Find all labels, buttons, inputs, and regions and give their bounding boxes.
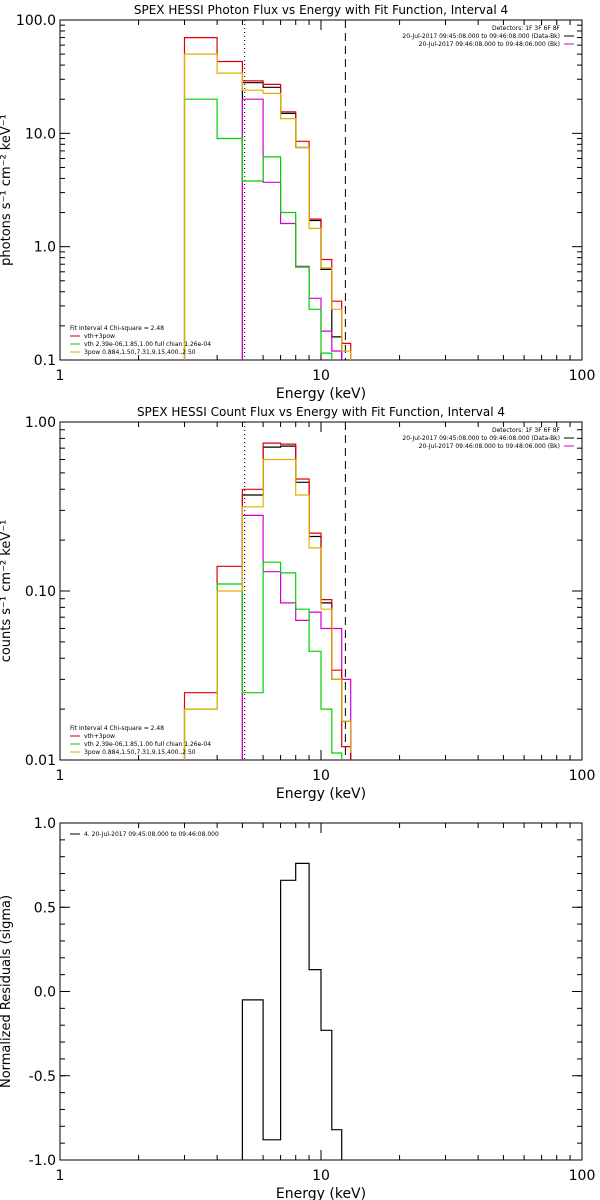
legend-fit-header: Fit Interval 4 Chi-square = 2.48 <box>70 325 164 332</box>
y-tick-label: 0.10 <box>25 584 56 600</box>
series-line-3pow <box>183 458 352 760</box>
legend-topright-line: Detectors: 1F 3F 6F 8F <box>492 427 561 434</box>
y-tick-label: 1.0 <box>34 240 56 256</box>
y-axis-label: Normalized Residuals (sigma) <box>0 895 14 1088</box>
legend-entry-label: vth+3pow <box>84 333 115 340</box>
y-tick-label: 0.1 <box>34 353 56 369</box>
y-tick-label: 1.00 <box>25 415 56 431</box>
y-tick-label: 0.01 <box>25 753 56 769</box>
legend-topright-line: 20-Jul-2017 09:45:08.000 to 09:46:08.000… <box>402 33 560 40</box>
legend-entry-label: vth 2.39e-06,1.85,1.00 full chian 1.26e-… <box>84 741 211 748</box>
x-tick-label: 100 <box>569 368 596 384</box>
x-tick-label: 10 <box>312 1168 330 1184</box>
legend-entry-label: 3pow 0.884,1.50,7.31,9.15,400.,2.50 <box>84 349 196 356</box>
series-line-vth <box>183 98 333 360</box>
chart-title: SPEX HESSI Count Flux vs Energy with Fit… <box>137 405 505 419</box>
x-tick-label: 10 <box>312 368 330 384</box>
legend-fit-header: Fit Interval 4 Chi-square = 2.48 <box>70 725 164 732</box>
series-line-vth <box>183 561 343 760</box>
legend-topright-line: 20-Jul-2017 09:46:08.000 to 09:48:06.000… <box>419 41 560 48</box>
panel-3: 1 10 100 Energy (keV) -1.0 -0.5 0.0 0.5 1.0 Norma… <box>0 816 595 1200</box>
series-line-3pow <box>183 53 352 360</box>
series-line-residuals <box>241 862 343 1160</box>
x-axis-label: Energy (keV) <box>276 786 366 802</box>
y-tick-label: 1.0 <box>34 816 56 832</box>
y-tick-label: -1.0 <box>29 1153 56 1169</box>
legend-entry-label: 4. 20-Jul-2017 09:45:08.000 to 09:46:08.… <box>84 831 219 838</box>
x-tick-label: 100 <box>569 1168 596 1184</box>
x-tick-label: 1 <box>56 1168 65 1184</box>
legend-topright-line: Detectors: 1F 3F 6F 8F <box>492 25 561 32</box>
x-axis-label: Energy (keV) <box>276 1186 366 1200</box>
legend-entry-label: vth 2.39e-06,1.85,1.00 full chian 1.26e-… <box>84 341 211 348</box>
legend-topright-line: 20-Jul-2017 09:46:08.000 to 09:48:06.000… <box>419 443 560 450</box>
y-tick-label: 10.0 <box>25 126 56 142</box>
chart-title: SPEX HESSI Photon Flux vs Energy with Fi… <box>134 3 508 17</box>
x-tick-label: 1 <box>56 768 65 784</box>
panel-2: SPEX HESSI Count Flux vs Energy with Fit… <box>0 405 595 802</box>
legend-entry-label: vth+3pow <box>84 733 115 740</box>
y-axis-label: photons s⁻¹ cm⁻² keV⁻¹ <box>0 114 14 266</box>
y-tick-label: 0.5 <box>34 900 56 916</box>
x-tick-label: 100 <box>569 768 596 784</box>
legend-topright-line: 20-Jul-2017 09:45:08.000 to 09:46:08.000… <box>402 435 560 442</box>
x-tick-label: 10 <box>312 768 330 784</box>
legend-entry-label: 3pow 0.884,1.50,7.31,9.15,400.,2.50 <box>84 749 196 756</box>
panel-1: SPEX HESSI Photon Flux vs Energy with Fi… <box>0 3 595 402</box>
series-line-bk <box>241 98 343 360</box>
x-axis-label: Energy (keV) <box>276 386 366 402</box>
y-tick-label: 0.0 <box>34 985 56 1001</box>
x-tick-label: 1 <box>56 368 65 384</box>
y-axis-label: counts s⁻¹ cm⁻² keV⁻¹ <box>0 520 14 663</box>
y-tick-label: -0.5 <box>29 1069 56 1085</box>
y-tick-label: 100.0 <box>16 13 56 29</box>
panels-group: SPEX HESSI Photon Flux vs Energy with Fi… <box>0 3 595 1200</box>
